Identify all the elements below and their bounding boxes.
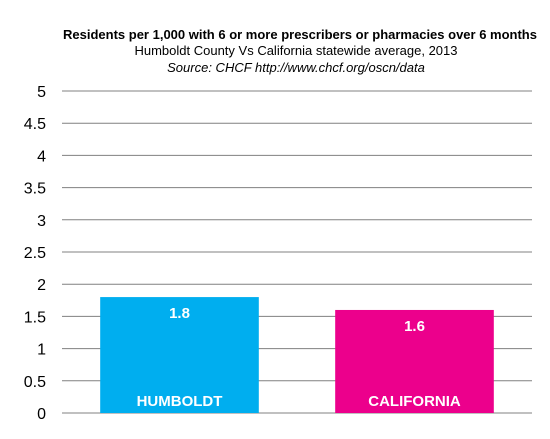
y-tick-label: 2.5 xyxy=(24,245,46,262)
y-axis-ticks: 0 0.5 1 1.5 2 2.5 3 3.5 4 4.5 5 xyxy=(24,84,46,423)
y-tick-label: 1 xyxy=(37,342,46,359)
chart-subtitle: Humboldt County Vs California statewide … xyxy=(134,43,458,58)
chart-title: Residents per 1,000 with 6 or more presc… xyxy=(63,27,537,42)
bar xyxy=(100,297,259,413)
data-label: 1.8 xyxy=(169,305,190,322)
bars xyxy=(100,297,494,413)
bar-labels: 1.8 HUMBOLDT 1.6 CALIFORNIA xyxy=(137,305,461,410)
y-tick-label: 4.5 xyxy=(24,116,46,133)
y-tick-label: 5 xyxy=(37,84,46,101)
bar xyxy=(335,309,494,413)
y-tick-label: 3.5 xyxy=(24,181,46,198)
y-tick-label: 1.5 xyxy=(24,309,46,326)
chart-source: Source: CHCF http://www.chcf.org/oscn/da… xyxy=(167,60,425,75)
data-label: 1.6 xyxy=(404,318,425,335)
y-tick-label: 0 xyxy=(37,406,46,423)
y-tick-label: 3 xyxy=(37,213,46,230)
y-tick-label: 0.5 xyxy=(24,374,46,391)
category-label: CALIFORNIA xyxy=(368,393,461,410)
category-label: HUMBOLDT xyxy=(137,393,223,410)
y-tick-label: 2 xyxy=(37,277,46,294)
y-tick-label: 4 xyxy=(37,148,46,165)
